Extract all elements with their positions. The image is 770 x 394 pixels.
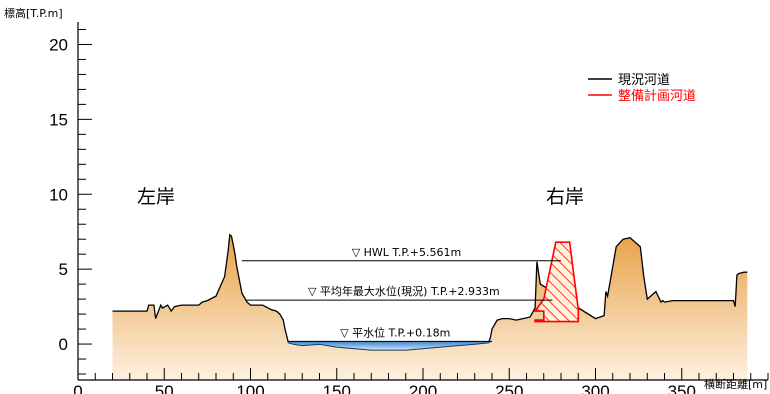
x-tick-label-250: 250 [495, 382, 523, 394]
legend: 現況河道 整備計画河道 [588, 73, 696, 104]
legend-label-planned: 整備計画河道 [618, 88, 696, 104]
planned-embankment [533, 241, 580, 323]
y-tick-label-0: 0 [59, 335, 68, 354]
water-level-label-2: ▽ 平水位 T.P.+0.18m [340, 325, 450, 339]
water-level-label-0: ▽ HWL T.P.+5.561m [352, 246, 461, 259]
legend-label-existing: 現況河道 [618, 73, 670, 88]
water-levels-layer: ▽ HWL T.P.+5.561m ▽ 平均年最大水位(現況) T.P.+2.93… [241, 246, 561, 342]
ground-fill [112, 234, 748, 380]
water-level-label-1: ▽ 平均年最大水位(現況) T.P.+2.933m [308, 284, 500, 298]
x-tick-label-150: 150 [323, 382, 351, 394]
x-tick-label-350: 350 [668, 382, 696, 394]
x-tick-label-100: 100 [236, 382, 264, 394]
normal-water-body [287, 340, 493, 351]
x-axis-title: 横断距離[m] [704, 377, 767, 391]
y-tick-label-20: 20 [49, 35, 68, 54]
water-layer [287, 340, 493, 351]
x-tick-label-200: 200 [409, 382, 437, 394]
y-tick-label-5: 5 [59, 260, 68, 279]
left-bank-label: 左岸 [137, 186, 175, 208]
y-tick-label-10: 10 [49, 185, 68, 204]
right-bank-label: 右岸 [546, 186, 584, 208]
planned-embankment-layer [533, 241, 580, 323]
x-tick-label-0: 0 [73, 382, 82, 394]
y-tick-label-15: 15 [49, 110, 68, 129]
y-axis-title: 標高[T.P.m] [4, 6, 63, 20]
x-tick-label-50: 50 [155, 382, 174, 394]
x-tick-label-300: 300 [581, 382, 609, 394]
